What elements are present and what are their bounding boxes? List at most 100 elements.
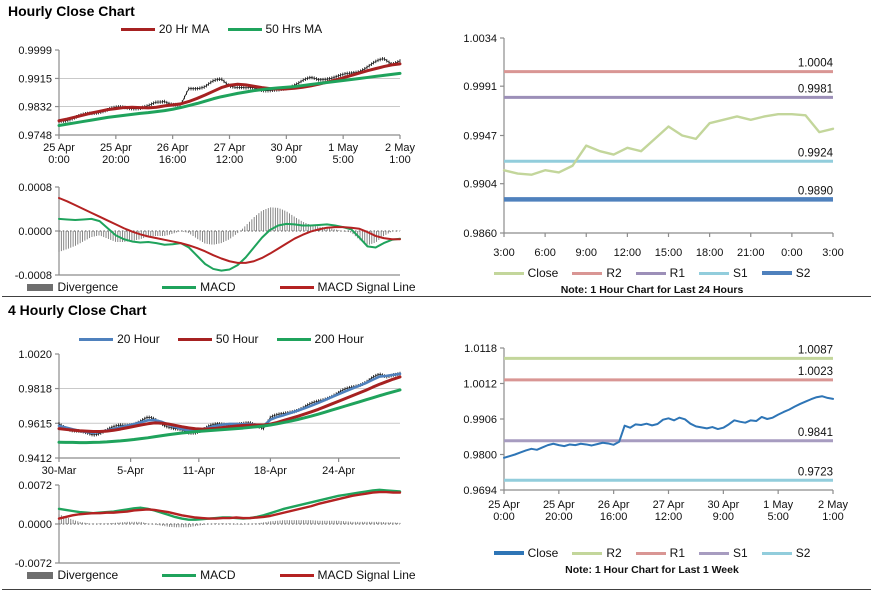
svg-text:11-Apr: 11-Apr bbox=[183, 465, 216, 477]
legend-swatch-s1 bbox=[699, 551, 729, 555]
svg-text:0:00: 0:00 bbox=[48, 154, 69, 166]
svg-text:1 May: 1 May bbox=[763, 499, 793, 511]
svg-text:18:00: 18:00 bbox=[696, 247, 724, 259]
svg-text:1.0020: 1.0020 bbox=[18, 349, 52, 361]
legend-item: S2 bbox=[761, 266, 811, 280]
svg-text:25 Apr: 25 Apr bbox=[100, 142, 132, 154]
svg-text:25 Apr: 25 Apr bbox=[43, 142, 75, 154]
legend-label: 200 Hour bbox=[314, 332, 364, 346]
legend-item: MACD bbox=[162, 280, 236, 294]
svg-text:0.9723: 0.9723 bbox=[798, 466, 833, 478]
svg-text:1.0034: 1.0034 bbox=[463, 33, 497, 45]
legend-item: R2 bbox=[572, 266, 622, 280]
legend-label: 20 Hour bbox=[117, 332, 160, 346]
legend-item: 50 Hrs MA bbox=[227, 22, 323, 36]
svg-text:5-Apr: 5-Apr bbox=[117, 465, 144, 477]
legend-item: R1 bbox=[635, 266, 685, 280]
svg-text:0.9947: 0.9947 bbox=[463, 131, 497, 143]
legend-label: MACD Signal Line bbox=[317, 568, 416, 582]
legend-label: R1 bbox=[669, 266, 685, 280]
legend-label: Divergence bbox=[57, 280, 119, 294]
legend-item: S2 bbox=[761, 546, 810, 560]
svg-text:16:00: 16:00 bbox=[159, 154, 187, 166]
legend-item: S1 bbox=[699, 266, 748, 280]
svg-text:16:00: 16:00 bbox=[600, 511, 628, 523]
legend-label: S1 bbox=[733, 266, 748, 280]
svg-text:5:00: 5:00 bbox=[332, 154, 353, 166]
svg-text:12:00: 12:00 bbox=[216, 154, 244, 166]
section-title-hourly: Hourly Close Chart bbox=[8, 3, 135, 19]
svg-text:3:00: 3:00 bbox=[493, 247, 514, 259]
legend-label: 50 Hrs MA bbox=[265, 22, 323, 36]
svg-text:0.9924: 0.9924 bbox=[798, 147, 834, 159]
legend-swatch-r2 bbox=[572, 551, 603, 555]
legend-item: Divergence bbox=[27, 280, 118, 294]
svg-text:0:00: 0:00 bbox=[493, 511, 514, 523]
fourh-macd-legend: Divergence MACD MACD Signal Line bbox=[8, 568, 435, 582]
svg-text:27 Apr: 27 Apr bbox=[214, 142, 246, 154]
svg-text:30-Mar: 30-Mar bbox=[42, 465, 77, 477]
svg-text:2 May: 2 May bbox=[818, 499, 848, 511]
legend-swatch-50-hour bbox=[177, 337, 212, 341]
legend-swatch-r2 bbox=[572, 271, 603, 275]
legend-label: MACD Signal Line bbox=[317, 280, 416, 294]
svg-text:25 Apr: 25 Apr bbox=[543, 499, 575, 511]
legend-label: S2 bbox=[795, 266, 811, 280]
svg-text:5:00: 5:00 bbox=[767, 511, 788, 523]
svg-text:9:00: 9:00 bbox=[276, 154, 297, 166]
week-pivot-legend: Close R2 R1 S1 S2 bbox=[436, 546, 868, 560]
svg-text:0.9999: 0.9999 bbox=[18, 45, 52, 57]
legend-item: R1 bbox=[635, 546, 685, 560]
svg-text:0.0000: 0.0000 bbox=[18, 226, 52, 238]
svg-text:2 May: 2 May bbox=[385, 142, 415, 154]
bottom-divider bbox=[2, 589, 871, 590]
legend-swatch-close bbox=[493, 271, 524, 275]
legend-item: MACD Signal Line bbox=[279, 280, 416, 294]
svg-text:9:00: 9:00 bbox=[713, 511, 734, 523]
svg-text:30 Apr: 30 Apr bbox=[707, 499, 739, 511]
legend-label: MACD bbox=[200, 568, 236, 582]
legend-label: 50 Hour bbox=[215, 332, 259, 346]
legend-label: Close bbox=[527, 266, 559, 280]
legend-label: MACD bbox=[200, 280, 236, 294]
legend-label: R2 bbox=[606, 546, 622, 560]
legend-item: Close bbox=[493, 546, 559, 560]
legend-item: S1 bbox=[699, 546, 748, 560]
fourh-macd-chart: 0.0072 0.0000 -0.0072 bbox=[15, 480, 402, 570]
svg-text:0.9412: 0.9412 bbox=[18, 453, 52, 465]
legend-swatch-50-hrs-ma bbox=[227, 27, 262, 31]
svg-text:20:00: 20:00 bbox=[102, 154, 130, 166]
svg-text:15:00: 15:00 bbox=[655, 247, 683, 259]
legend-swatch-macd-signal-line bbox=[279, 573, 314, 577]
legend-swatch-macd bbox=[162, 573, 197, 577]
legend-swatch-divergence bbox=[27, 571, 54, 579]
svg-text:20:00: 20:00 bbox=[545, 511, 573, 523]
legend-label: Close bbox=[527, 546, 559, 560]
svg-text:0.9841: 0.9841 bbox=[798, 427, 833, 439]
svg-text:0.9991: 0.9991 bbox=[463, 81, 497, 93]
svg-text:0.0000: 0.0000 bbox=[18, 519, 52, 531]
legend-swatch-s2 bbox=[761, 551, 792, 555]
svg-text:0.9904: 0.9904 bbox=[463, 179, 497, 191]
legend-swatch-macd bbox=[162, 285, 197, 289]
svg-text:0.9748: 0.9748 bbox=[18, 130, 52, 142]
legend-item: Close bbox=[493, 266, 559, 280]
svg-text:1.0023: 1.0023 bbox=[798, 366, 833, 378]
svg-text:0.9981: 0.9981 bbox=[798, 83, 833, 95]
legend-swatch-r1 bbox=[635, 271, 666, 275]
legend-label: S1 bbox=[733, 546, 748, 560]
svg-text:24-Apr: 24-Apr bbox=[322, 465, 355, 477]
legend-item: 20 Hr MA bbox=[120, 22, 210, 36]
svg-text:3:00: 3:00 bbox=[822, 247, 843, 259]
hourly-pivot-note: Note: 1 Hour Chart for Last 24 Hours bbox=[560, 284, 744, 296]
svg-text:12:00: 12:00 bbox=[614, 247, 642, 259]
svg-text:18-Apr: 18-Apr bbox=[254, 465, 287, 477]
legend-swatch-20-hour bbox=[79, 337, 114, 341]
svg-text:0:00: 0:00 bbox=[781, 247, 802, 259]
hourly-pivot-legend: Close R2 R1 S1 S2 bbox=[436, 266, 868, 280]
legend-label: R2 bbox=[606, 266, 622, 280]
hourly-macd-chart: 0.0008 0.0000 -0.0008 bbox=[15, 182, 401, 282]
legend-item: 20 Hour bbox=[79, 332, 160, 346]
